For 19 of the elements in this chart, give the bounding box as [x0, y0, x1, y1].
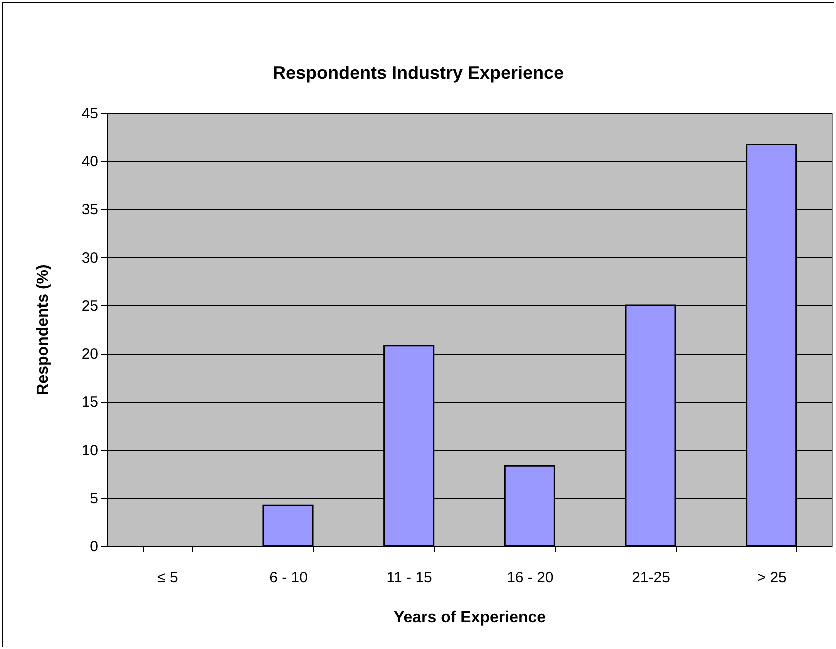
- y-tick-label: 0: [90, 538, 98, 556]
- y-tick-label: 40: [82, 154, 98, 171]
- y-tick-label: 15: [82, 394, 98, 412]
- y-tick-label: 45: [82, 106, 98, 122]
- x-tick-label: ≤ 5: [158, 570, 178, 586]
- y-tick-label: 20: [82, 346, 98, 364]
- y-tick-label: 30: [82, 250, 98, 267]
- y-tick-label: 35: [82, 202, 98, 219]
- x-tick-label: 6 - 10: [270, 570, 308, 586]
- y-axis-title: Respondents (%): [34, 264, 52, 396]
- x-tick-label: 16 - 20: [507, 570, 554, 586]
- y-tick-label: 5: [90, 490, 98, 508]
- x-tick-label: 21-25: [632, 570, 670, 586]
- y-tick-label: 10: [82, 442, 98, 460]
- y-tick-label: 25: [82, 298, 98, 315]
- x-tick-label: > 25: [757, 570, 787, 586]
- chart-title: Respondents Industry Experience: [272, 63, 564, 83]
- x-tick-label: 11 - 15: [386, 570, 432, 586]
- x-axis-title: Years of Experience: [394, 610, 546, 626]
